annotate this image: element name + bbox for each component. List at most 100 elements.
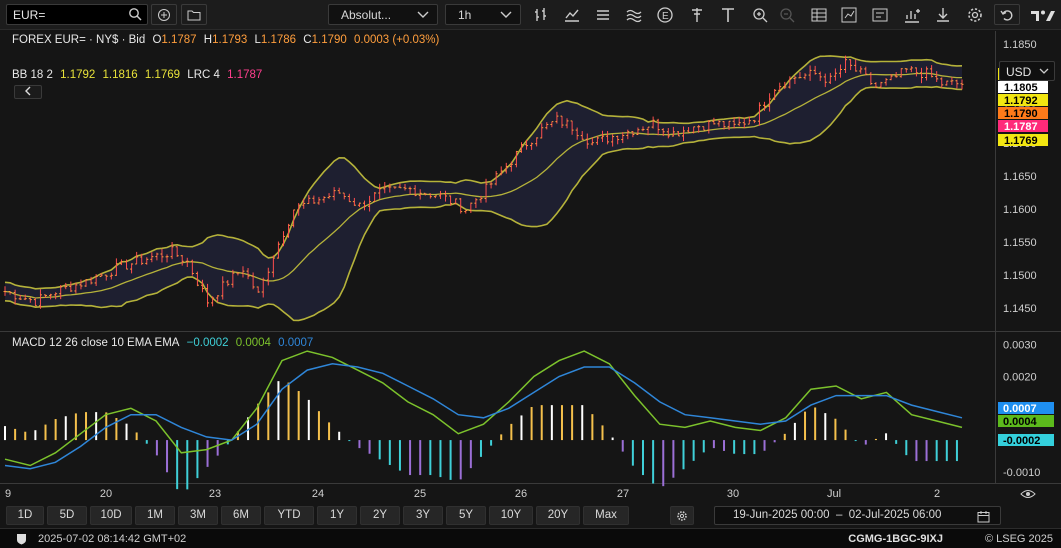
calendar-icon[interactable] bbox=[977, 510, 990, 523]
macd-histogram-bar bbox=[176, 440, 179, 490]
bb-mid-value: 1.1792 bbox=[60, 69, 96, 81]
settings-gear-icon[interactable] bbox=[966, 6, 984, 24]
add-instrument-button[interactable] bbox=[151, 4, 177, 25]
price-badge-last-price bbox=[998, 81, 1048, 93]
indicators-icon[interactable] bbox=[903, 6, 921, 24]
timestamp: 2025-07-02 08:14:42 GMT+02 bbox=[38, 533, 187, 545]
wave-icon[interactable] bbox=[625, 6, 643, 24]
macd-histogram-bar bbox=[145, 440, 148, 444]
bb-middle-line bbox=[4, 72, 962, 299]
tradingview-logo-icon bbox=[1031, 10, 1055, 21]
table-icon[interactable] bbox=[810, 6, 828, 24]
folder-icon bbox=[187, 10, 201, 20]
range-button-1m[interactable]: 1M bbox=[135, 506, 175, 525]
session-id: CGMG-1BGC-9IXJ bbox=[848, 533, 943, 545]
range-button-3m[interactable]: 3M bbox=[178, 506, 218, 525]
range-button-ytd[interactable]: YTD bbox=[264, 506, 314, 525]
range-button-2y[interactable]: 2Y bbox=[360, 506, 400, 525]
macd-histogram-bar bbox=[935, 440, 938, 462]
zoom-in-icon[interactable] bbox=[751, 6, 769, 24]
compare-icon[interactable] bbox=[840, 6, 858, 24]
macd-histogram-bar bbox=[74, 413, 77, 441]
search-icon[interactable] bbox=[128, 7, 142, 21]
high-value: 1.1793 bbox=[212, 34, 248, 46]
price-badge-label: 1.1790 bbox=[1004, 108, 1038, 120]
price-tick-label: 1.1600 bbox=[1003, 204, 1037, 216]
line-chart-icon[interactable] bbox=[563, 6, 581, 24]
range-button-max[interactable]: Max bbox=[583, 506, 629, 525]
range-settings-button[interactable] bbox=[670, 506, 694, 525]
macd-histogram-bar bbox=[439, 440, 442, 478]
macd-histogram-bar bbox=[449, 440, 452, 480]
macd-badge-histogram bbox=[998, 434, 1054, 446]
range-button-10y[interactable]: 10Y bbox=[489, 506, 533, 525]
range-bar: 1D 5D 10D 1M 3M 6M YTD 1Y 2Y 3Y 5Y 10Y 20Y Max 19-Jun… bbox=[0, 503, 1061, 527]
range-button-6m[interactable]: 6M bbox=[221, 506, 261, 525]
template-icon[interactable] bbox=[871, 6, 889, 24]
list-icon[interactable] bbox=[594, 6, 612, 24]
undo-icon bbox=[1000, 9, 1013, 21]
range-button-1y[interactable]: 1Y bbox=[317, 506, 357, 525]
macd-histogram-bar bbox=[206, 440, 209, 467]
lrc-label: LRC 4 bbox=[187, 69, 220, 81]
open-label: O bbox=[152, 34, 162, 46]
macd-histogram-bar bbox=[672, 440, 675, 478]
chart-panel[interactable]: 1.18501.18001.17501.17001.16501.16001.15… bbox=[0, 31, 1061, 503]
macd-histogram-bar bbox=[479, 440, 482, 457]
macd-histogram-bar bbox=[895, 440, 898, 444]
indicator-legend: BB 18 2 1.1792 1.1816 1.1769 LRC 4 1.178… bbox=[12, 69, 266, 81]
macd-histogram-bar bbox=[216, 440, 219, 456]
macd-histogram-bar bbox=[631, 440, 634, 466]
macd-histogram-bar bbox=[905, 440, 908, 456]
download-icon[interactable] bbox=[934, 6, 952, 24]
macd-legend: MACD 12 26 close 10 EMA EMA −0.0002 0.00… bbox=[12, 337, 317, 349]
macd-histogram-bar bbox=[814, 407, 817, 441]
price-type-dropdown[interactable]: Absolut... bbox=[328, 4, 438, 25]
price-tick-label: 1.1850 bbox=[1003, 39, 1037, 51]
plus-circle-icon bbox=[158, 8, 170, 21]
macd-histogram-bar bbox=[469, 440, 472, 469]
date-range-input[interactable]: 19-Jun-2025 00:00 – 02-Jul-2025 06:00 bbox=[714, 506, 1001, 525]
macd-histogram-bar bbox=[95, 412, 98, 441]
range-button-3y[interactable]: 3Y bbox=[403, 506, 443, 525]
folder-button[interactable] bbox=[181, 4, 207, 25]
macd-histogram-bar bbox=[44, 424, 47, 441]
macd-histogram-bar bbox=[763, 440, 766, 451]
collapse-legend-button[interactable] bbox=[14, 85, 42, 99]
macd-histogram-bar bbox=[540, 405, 543, 441]
macd-histogram-bar bbox=[601, 425, 604, 441]
macd-histogram-bar bbox=[34, 430, 37, 441]
x-tick-label: 20 bbox=[100, 488, 112, 500]
range-button-10d[interactable]: 10D bbox=[90, 506, 132, 525]
macd-histogram-bar bbox=[682, 440, 685, 470]
price-badge-lrc bbox=[998, 120, 1048, 132]
x-tick-label: 25 bbox=[414, 488, 426, 500]
range-button-20y[interactable]: 20Y bbox=[536, 506, 580, 525]
events-icon[interactable]: E bbox=[656, 6, 674, 24]
close-value: 1.1790 bbox=[311, 34, 347, 46]
visibility-eye-icon[interactable] bbox=[1020, 490, 1036, 498]
shield-icon bbox=[17, 534, 26, 545]
interval-dropdown[interactable]: 1h bbox=[445, 4, 521, 25]
macd-histogram-bar bbox=[773, 440, 776, 443]
price-chart[interactable]: 1.18501.18001.17501.17001.16501.16001.15… bbox=[0, 31, 1061, 503]
macd-plot-area[interactable] bbox=[0, 332, 995, 483]
bar-chart-type-icon[interactable] bbox=[533, 6, 551, 24]
range-button-5d[interactable]: 5D bbox=[47, 506, 87, 525]
macd-histogram-bar bbox=[287, 382, 290, 441]
x-tick-label: Jul bbox=[827, 488, 841, 500]
price-tick-label: 1.1650 bbox=[1003, 171, 1037, 183]
macd-histogram-bar bbox=[955, 440, 958, 462]
price-badge-label: 1.1769 bbox=[1004, 135, 1038, 147]
macd-badge-macd bbox=[998, 415, 1054, 427]
flag-icon[interactable] bbox=[688, 6, 706, 24]
range-button-5y[interactable]: 5Y bbox=[446, 506, 486, 525]
text-tool-icon[interactable] bbox=[719, 6, 737, 24]
symbol-search-input[interactable]: EUR= bbox=[6, 4, 148, 25]
currency-dropdown[interactable]: USD bbox=[999, 61, 1055, 81]
macd-histogram-bar bbox=[338, 431, 341, 441]
reset-button[interactable] bbox=[994, 4, 1020, 25]
x-tick-label: 26 bbox=[515, 488, 527, 500]
range-button-1d[interactable]: 1D bbox=[6, 506, 44, 525]
low-label: L bbox=[254, 34, 261, 46]
